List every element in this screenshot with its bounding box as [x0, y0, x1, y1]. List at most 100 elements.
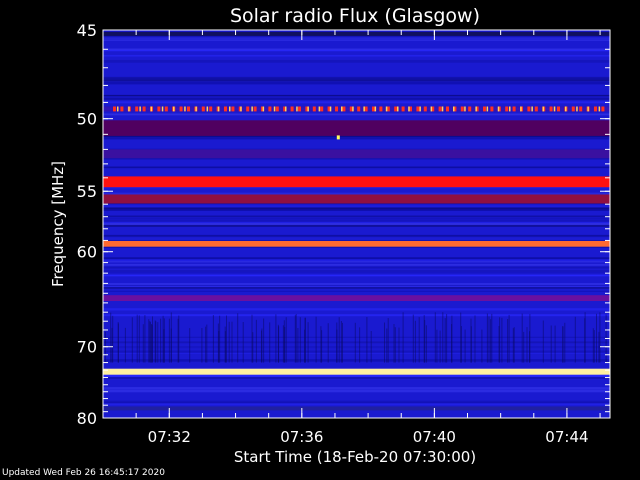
- noise-streak: [103, 346, 610, 349]
- band-pulse: [386, 106, 390, 112]
- noise-streak: [103, 258, 610, 261]
- noise-streak: [103, 98, 610, 100]
- noise-streak: [103, 207, 610, 210]
- band-pulse: [557, 106, 560, 112]
- y-axis-label: Frequency [MHz]: [49, 161, 67, 287]
- band-pulse: [587, 106, 589, 112]
- band-pulse: [164, 106, 168, 112]
- band-pulse: [565, 106, 567, 112]
- band-pulse: [327, 106, 331, 112]
- band-pulse: [113, 106, 116, 112]
- noise-streak: [103, 285, 610, 287]
- noise-streak: [393, 324, 395, 363]
- noise-streak: [151, 324, 152, 363]
- axes: 45 50 55 60 70 80 07:32 07:36 07:40 07:44: [77, 21, 611, 446]
- noise-streak: [103, 78, 610, 82]
- band-pulse: [438, 106, 442, 112]
- band-pulse: [135, 106, 139, 112]
- band-pulse: [374, 106, 377, 112]
- noise-streak: [103, 308, 610, 311]
- noise-streak: [342, 322, 343, 363]
- noise-streak: [103, 400, 610, 403]
- noise-streak: [154, 320, 156, 363]
- band-pulse: [251, 106, 253, 112]
- band-pulse: [534, 106, 538, 112]
- noise-streak: [103, 30, 610, 33]
- band-pulse: [475, 106, 479, 112]
- band-pulse: [446, 106, 449, 112]
- band-pulse: [318, 106, 321, 112]
- noise-streak: [508, 314, 510, 363]
- noise-streak: [103, 403, 610, 406]
- band-pulse: [576, 106, 578, 112]
- band-pulse: [475, 106, 477, 112]
- noise-streak: [283, 320, 285, 363]
- noise-streak: [103, 257, 610, 260]
- noise-streak: [103, 238, 610, 242]
- noise-streak: [384, 322, 385, 363]
- noise-streak: [464, 329, 466, 363]
- band-pulse: [468, 106, 472, 112]
- noise-streak: [144, 315, 146, 363]
- noise-streak: [103, 207, 610, 211]
- noise-streak: [596, 313, 597, 363]
- band-pulse: [571, 106, 575, 112]
- noise-streak: [103, 166, 610, 169]
- noise-streak: [295, 314, 297, 363]
- noise-streak: [103, 374, 610, 377]
- band-pulse: [342, 106, 346, 112]
- noise-streak: [103, 238, 610, 240]
- noise-streak: [189, 328, 191, 363]
- noise-streak: [103, 218, 610, 220]
- noise-streak: [304, 317, 306, 363]
- x-tick-label: 07:40: [413, 428, 456, 446]
- noise-streak: [103, 266, 610, 269]
- noise-streak: [131, 317, 133, 363]
- noise-streak: [103, 54, 610, 57]
- noise-streak: [206, 324, 208, 363]
- noise-streak: [103, 387, 610, 390]
- y-tick-label: 45: [77, 21, 97, 40]
- noise-streak: [103, 261, 610, 263]
- noise-streak: [155, 321, 157, 363]
- noise-streak: [103, 336, 610, 338]
- noise-streak: [124, 327, 126, 363]
- y-tick-label: 50: [77, 110, 97, 129]
- noise-streak: [157, 322, 159, 363]
- band-pulse: [161, 106, 164, 112]
- band: [103, 241, 610, 247]
- band-pulse: [273, 106, 276, 112]
- noise-streak: [402, 312, 404, 363]
- band-pulse: [209, 106, 213, 112]
- band-pulse: [157, 106, 161, 112]
- noise-streak: [136, 314, 138, 363]
- noise-streak: [103, 220, 610, 223]
- band-pulse: [430, 106, 433, 112]
- band-pulse: [231, 106, 235, 112]
- noise-streak: [470, 326, 472, 363]
- band-pulse: [173, 106, 175, 112]
- noise-streak: [297, 328, 299, 363]
- plot-frame: [102, 29, 611, 419]
- noise-streak: [474, 315, 476, 363]
- noise-streak: [418, 317, 420, 363]
- noise-streak: [412, 314, 414, 363]
- band: [103, 32, 610, 36]
- noise-streak: [512, 328, 514, 363]
- band-pulse: [505, 106, 509, 112]
- band: [103, 368, 610, 375]
- noise-streak: [205, 326, 207, 363]
- band-pulse: [206, 106, 209, 112]
- band-pulse: [217, 106, 220, 112]
- band-pulse: [261, 106, 264, 112]
- noise-streak: [263, 318, 265, 363]
- band-pulse: [229, 106, 231, 112]
- noise-streak: [542, 320, 544, 363]
- noise-streak: [327, 323, 329, 363]
- noise-streak: [340, 321, 342, 363]
- band-pulse: [283, 106, 287, 112]
- noise-streak: [444, 318, 446, 363]
- noise-streak: [103, 359, 610, 362]
- noise-streak: [593, 330, 595, 363]
- band-pulse: [579, 106, 583, 112]
